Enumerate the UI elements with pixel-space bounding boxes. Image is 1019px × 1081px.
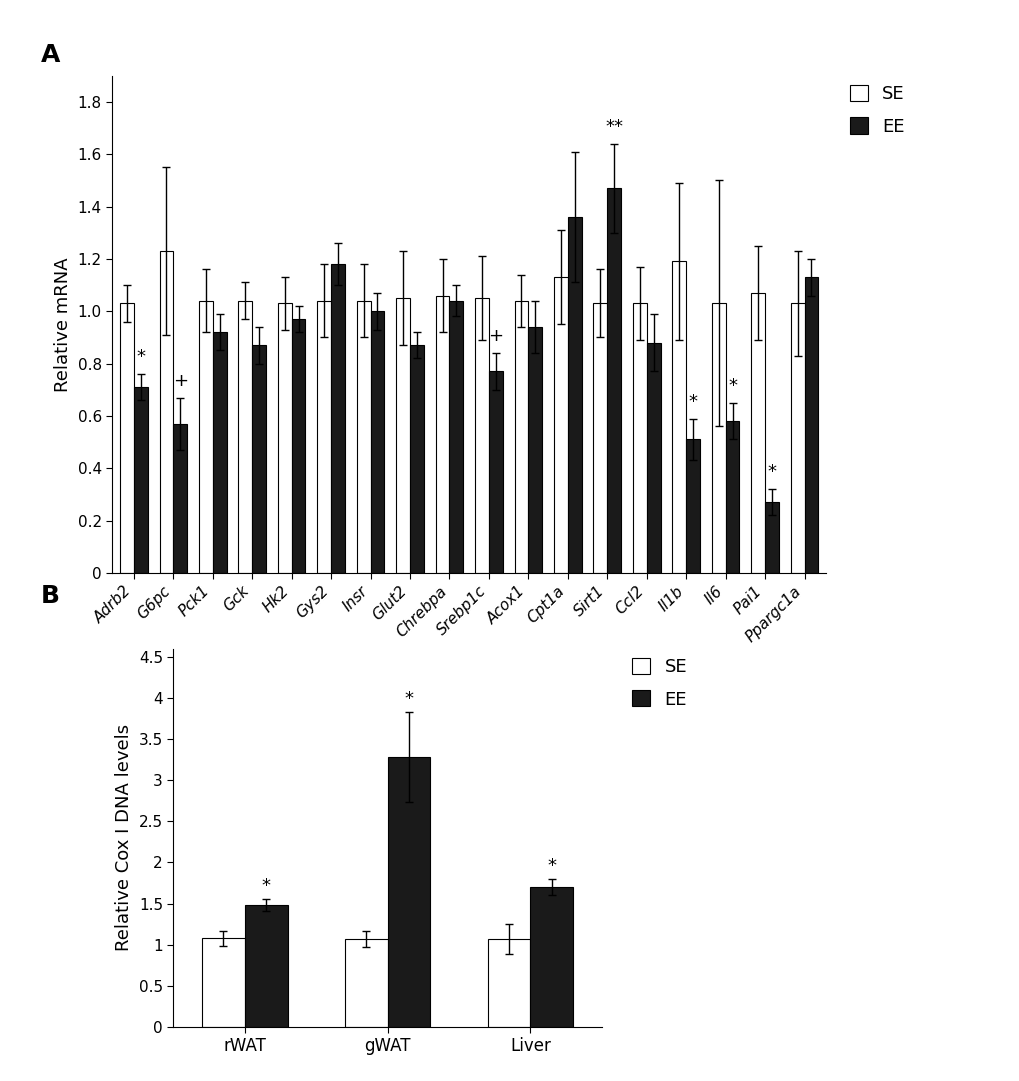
Bar (291, 319, 306, 573)
Bar (435, 295, 449, 573)
Bar (410, 345, 424, 573)
Bar (120, 304, 133, 573)
Bar (514, 301, 528, 573)
Bar (764, 503, 779, 573)
Bar (387, 757, 430, 1027)
Bar (751, 293, 764, 573)
Text: *: * (137, 348, 145, 366)
Bar (488, 372, 502, 573)
Legend: SE, EE: SE, EE (849, 84, 904, 136)
Bar (528, 326, 542, 573)
Bar (646, 343, 660, 573)
Bar (593, 304, 606, 573)
Text: B: B (41, 584, 60, 608)
Bar (213, 332, 226, 573)
Text: *: * (547, 857, 555, 875)
Legend: SE, EE: SE, EE (632, 657, 687, 709)
Bar (487, 939, 530, 1027)
Text: *: * (766, 464, 775, 481)
Bar (317, 301, 331, 573)
Bar (395, 298, 410, 573)
Bar (606, 188, 621, 573)
Y-axis label: Relative Cox I DNA levels: Relative Cox I DNA levels (115, 724, 133, 951)
Text: **: ** (604, 118, 623, 136)
Bar (245, 905, 287, 1027)
Bar (357, 301, 370, 573)
Bar (199, 301, 213, 573)
Bar (790, 304, 804, 573)
Text: *: * (262, 878, 270, 895)
Bar (133, 387, 148, 573)
Bar (159, 251, 173, 573)
Text: *: * (405, 690, 413, 708)
Bar (370, 311, 384, 573)
Text: A: A (41, 43, 60, 67)
Text: *: * (728, 377, 737, 395)
Text: +: + (172, 372, 187, 390)
Bar (252, 345, 266, 573)
Bar (804, 277, 817, 573)
Bar (173, 424, 186, 573)
Bar (277, 304, 291, 573)
Bar (475, 298, 488, 573)
Text: +: + (488, 328, 503, 345)
Bar (344, 939, 387, 1027)
Y-axis label: Relative mRNA: Relative mRNA (54, 257, 72, 391)
Bar (449, 301, 463, 573)
Bar (530, 888, 573, 1027)
Bar (711, 304, 725, 573)
Bar (725, 422, 739, 573)
Bar (202, 938, 245, 1027)
Bar (686, 440, 699, 573)
Text: *: * (688, 392, 697, 411)
Bar (238, 301, 252, 573)
Bar (632, 304, 646, 573)
Bar (568, 217, 581, 573)
Bar (331, 264, 344, 573)
Bar (553, 277, 568, 573)
Bar (672, 262, 686, 573)
